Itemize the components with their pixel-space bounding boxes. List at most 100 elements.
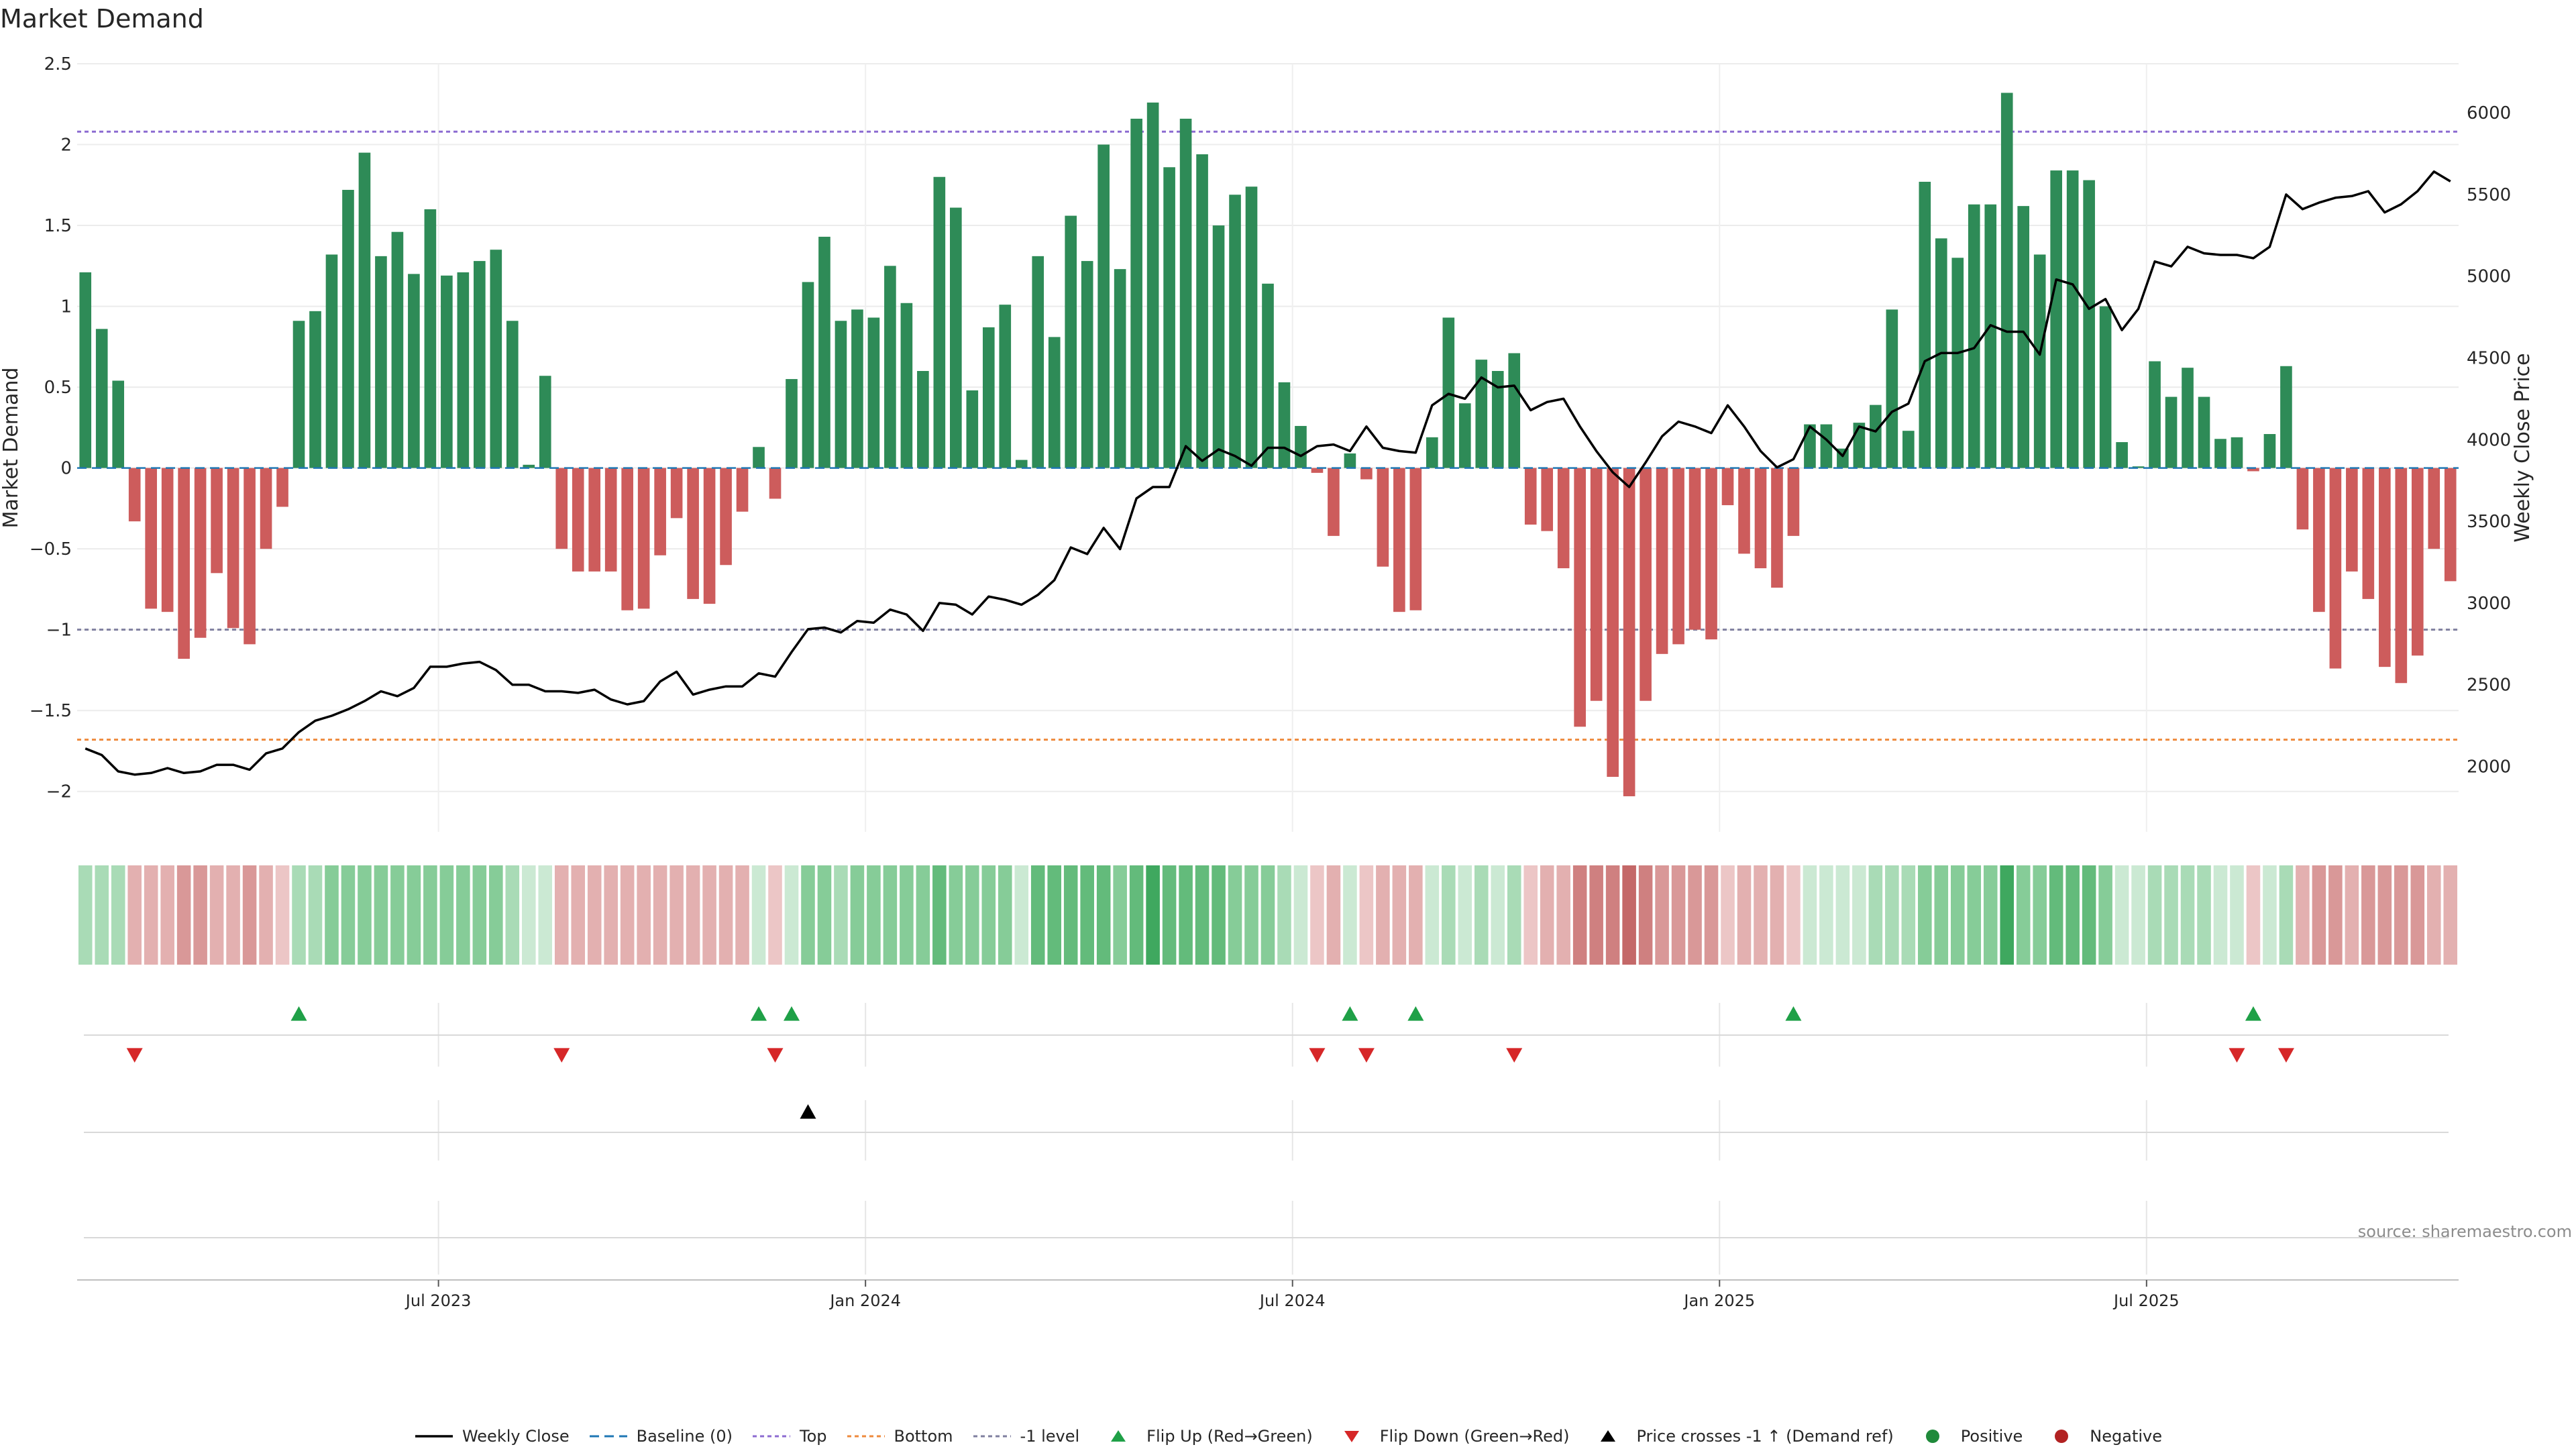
heat-cell	[949, 865, 963, 965]
heat-cell	[1704, 865, 1719, 965]
heat-cell	[2082, 865, 2096, 965]
heat-cell	[1885, 865, 1899, 965]
signal-panels	[84, 1003, 2449, 1275]
demand-bar	[1097, 144, 1110, 468]
demand-bar	[900, 303, 913, 468]
y-left-tick-label: 2.5	[44, 54, 72, 74]
demand-bar	[1130, 118, 1142, 468]
heat-cell	[834, 865, 848, 965]
heat-cell	[456, 865, 470, 965]
demand-bar	[1081, 261, 1093, 468]
demand-bar	[2313, 468, 2325, 612]
demand-bar	[2000, 93, 2013, 468]
heat-cell	[1737, 865, 1752, 965]
demand-bar	[753, 447, 765, 468]
heat-cell	[1146, 865, 1160, 965]
weekly-close-line	[85, 170, 2451, 776]
demand-bar	[1902, 431, 1915, 468]
heat-cell	[144, 865, 158, 965]
demand-bar	[2165, 396, 2178, 468]
demand-bar	[2017, 206, 2030, 468]
legend-label: Positive	[1960, 1427, 2023, 1446]
heat-cell	[554, 865, 569, 965]
demand-bar	[375, 256, 387, 468]
heat-cell	[275, 865, 290, 965]
demand-bar	[1393, 468, 1405, 612]
demand-bar	[720, 468, 732, 566]
legend-label: Price crosses -1 ↑ (Demand ref)	[1636, 1427, 1894, 1446]
demand-bar	[2182, 368, 2194, 468]
heat-cell	[801, 865, 815, 965]
x-axis: Jul 2023 Jan 2024 Jul 2024 Jan 2025 Jul 2025	[77, 1279, 2459, 1310]
demand-bar	[1607, 468, 1619, 777]
demand-bar	[1245, 186, 1258, 468]
demand-bar	[999, 305, 1012, 468]
demand-bar	[128, 468, 141, 522]
demand-bar	[161, 468, 174, 612]
demand-bar	[1705, 468, 1717, 640]
heat-cell	[1195, 865, 1210, 965]
heat-cell	[1063, 865, 1078, 965]
heat-cell	[242, 865, 257, 965]
y-left-axis-label: Market Demand	[0, 368, 23, 529]
legend-item-flip-down: Flip Down (Green→Red)	[1332, 1427, 1569, 1446]
heat-cell	[1080, 865, 1094, 965]
heat-cell	[1442, 865, 1456, 965]
demand-bar	[1557, 468, 1570, 569]
heat-cell	[1491, 865, 1505, 965]
heat-cell	[1096, 865, 1111, 965]
demand-bar	[539, 376, 551, 468]
demand-bar	[408, 274, 420, 468]
heat-cell	[176, 865, 191, 965]
heat-cell	[1835, 865, 1850, 965]
legend-swatch	[973, 1435, 1011, 1438]
y-left-tick-label: 2	[60, 136, 72, 156]
demand-bar	[982, 327, 995, 468]
heat-cell	[2000, 865, 2015, 965]
demand-bar	[818, 236, 830, 468]
heat-cell	[1030, 865, 1045, 965]
demand-bar	[1721, 468, 1734, 506]
heat-cell	[653, 865, 667, 965]
heat-cell	[489, 865, 503, 965]
demand-bar	[325, 254, 338, 468]
demand-bar	[2411, 468, 2424, 656]
demand-bar	[1804, 424, 1816, 468]
y-right-tick-label: 3500	[2467, 512, 2511, 532]
flip-down-marker	[1506, 1048, 1523, 1063]
heat-cell	[965, 865, 979, 965]
heat-cell	[1819, 865, 1833, 965]
heat-cell	[2426, 865, 2441, 965]
heat-cell	[1901, 865, 1916, 965]
heat-cell	[2443, 865, 2458, 965]
demand-bar	[1048, 337, 1061, 468]
demand-bar	[933, 176, 946, 468]
demand-bar	[309, 311, 321, 468]
y-right-tick-label: 2500	[2467, 676, 2511, 696]
y-right-tick-label: 3000	[2467, 594, 2511, 614]
demand-bar	[391, 231, 404, 468]
demand-bar	[1951, 258, 1964, 468]
demand-bar	[2214, 439, 2226, 468]
flip-up-marker	[751, 1006, 767, 1021]
heat-cell	[916, 865, 930, 965]
heat-cell	[78, 865, 93, 965]
heat-cell	[2098, 865, 2112, 965]
heat-cell	[2246, 865, 2261, 965]
demand-bars	[77, 93, 2459, 796]
flip-up-marker	[1785, 1006, 1802, 1021]
legend-label: Bottom	[894, 1427, 953, 1446]
heat-cell	[1589, 865, 1603, 965]
heat-cell	[505, 865, 520, 965]
heat-cell	[1293, 865, 1308, 965]
y-right-axis-label: Weekly Close Price	[2511, 353, 2534, 542]
demand-bar	[79, 272, 92, 468]
heat-cell	[1918, 865, 1932, 965]
heat-cell	[883, 865, 898, 965]
heat-cell	[1244, 865, 1258, 965]
heat-cell	[817, 865, 832, 965]
x-tick-label: Jul 2023	[405, 1291, 472, 1310]
demand-bar	[358, 152, 371, 468]
demand-bar	[621, 468, 633, 610]
